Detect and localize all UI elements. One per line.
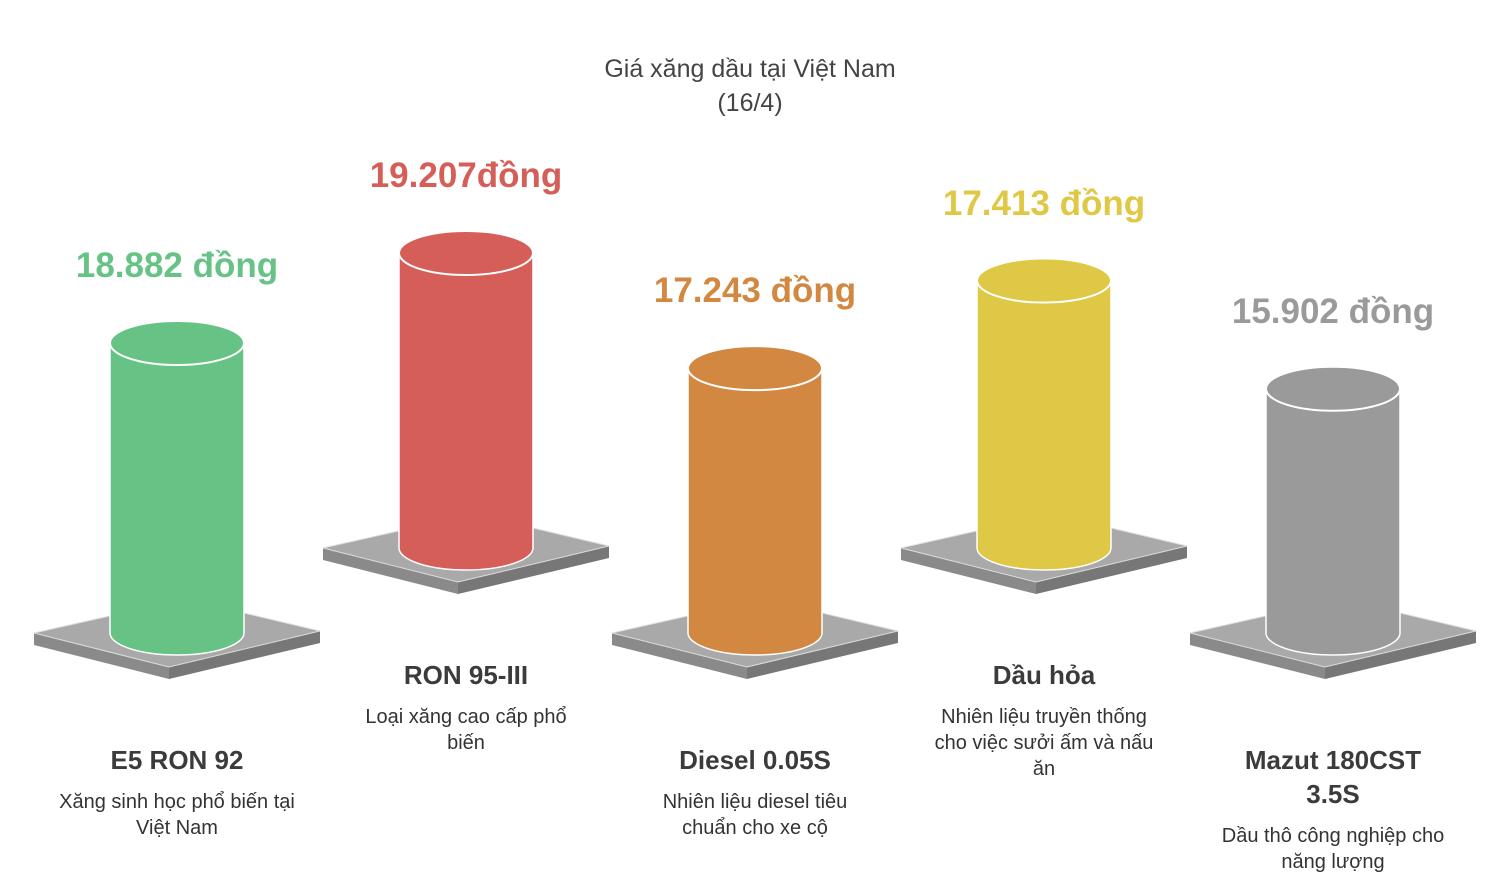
value-label: 15.902 đồng: [1231, 291, 1435, 331]
cylinder-body: [687, 367, 823, 656]
category-label: Mazut 180CST 3.5S: [1244, 745, 1422, 809]
cylinder-body: [1265, 388, 1401, 656]
platform-side: [901, 548, 1036, 594]
description: Xăng sinh học phổ biến tại Việt Nam: [59, 791, 295, 839]
platform-side: [1036, 546, 1187, 594]
cylinder-top: [109, 319, 245, 366]
platform-side: [1325, 631, 1476, 679]
category-label: Dầu hỏa: [992, 660, 1096, 690]
cylinder-top: [398, 230, 534, 276]
cylinder: [687, 345, 823, 656]
value-label: 19.207đồng: [369, 156, 563, 195]
platform-side: [323, 548, 458, 594]
cylinder-body: [398, 252, 534, 571]
cylinder: [398, 230, 534, 571]
platform-side: [612, 633, 747, 679]
chart-subtitle: (16/4): [717, 89, 783, 117]
value-label: 17.243 đồng: [653, 271, 857, 311]
cylinder-top: [1265, 365, 1401, 412]
category-label: RON 95-III: [403, 660, 529, 690]
description: Loại xăng cao cấp phổ biến: [365, 706, 567, 754]
cylinder-top: [976, 257, 1112, 304]
description: Dầu thô công nghiệp cho năng lượng: [1221, 825, 1445, 873]
platform-side: [1190, 633, 1325, 679]
platform-side: [458, 546, 609, 594]
platform-side: [34, 633, 169, 679]
category-label: E5 RON 92: [110, 745, 244, 775]
description: Nhiên liệu truyền thống cho việc sưởi ấm…: [934, 706, 1154, 780]
description: Nhiên liệu diesel tiêu chuẩn cho xe cộ: [662, 791, 848, 839]
value-label: 18.882 đồng: [75, 245, 279, 285]
category-label: Diesel 0.05S: [679, 745, 831, 775]
cylinder-body: [976, 279, 1112, 571]
cylinder: [1265, 365, 1401, 656]
chart-title: Giá xăng dầu tại Việt Nam: [604, 55, 896, 83]
value-label: 17.413 đồng: [942, 183, 1146, 223]
cylinder: [109, 319, 245, 656]
cylinder-top: [687, 345, 823, 392]
platform-side: [747, 631, 898, 679]
cylinder: [976, 257, 1112, 571]
platform-side: [169, 631, 320, 679]
cylinder-body: [109, 342, 245, 656]
